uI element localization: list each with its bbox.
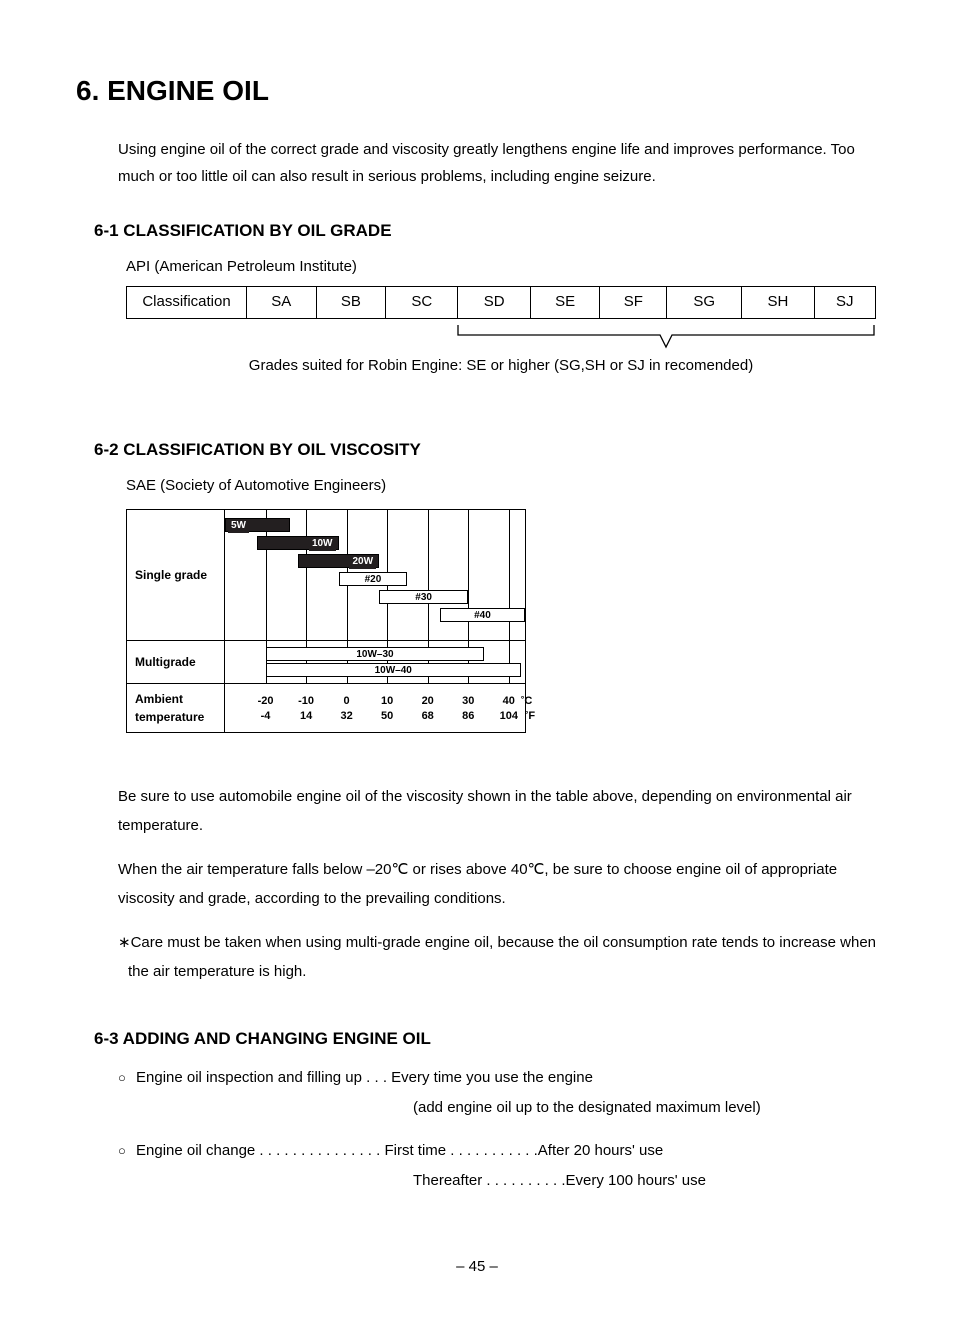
- oil-change-list: ○Engine oil inspection and filling up . …: [118, 1064, 894, 1196]
- grade-bracket: [126, 325, 876, 353]
- oil-grade-bar: #20: [339, 572, 408, 586]
- classification-table: ClassificationSASBSCSDSESFSGSHSJ: [126, 286, 876, 319]
- classification-cell: SF: [600, 287, 667, 319]
- oil-grade-bar: #40: [440, 608, 525, 622]
- classification-cell: SG: [667, 287, 742, 319]
- classification-cell: SJ: [814, 287, 875, 319]
- classification-cell: SB: [316, 287, 386, 319]
- oil-grade-bar: #30: [379, 590, 468, 604]
- viscosity-chart: Single grade 5W 10W 20W #20 #30 #40 Multigrad…: [126, 509, 894, 733]
- oil-grade-bar: 10W–30: [266, 647, 485, 661]
- oil-grade-bar: 10W: [257, 536, 338, 550]
- page-number: – 45 –: [60, 1256, 894, 1279]
- classification-cell: SH: [742, 287, 814, 319]
- classification-cell: SA: [247, 287, 317, 319]
- oil-grade-bar: 10W–40: [266, 663, 521, 677]
- viscosity-note: ∗Care must be taken when using multi-gra…: [118, 929, 894, 986]
- api-label: API (American Petroleum Institute): [126, 256, 894, 279]
- classification-cell: SE: [530, 287, 600, 319]
- sae-label: SAE (Society of Automotive Engineers): [126, 475, 894, 498]
- grade-note: Grades suited for Robin Engine: SE or hi…: [126, 355, 876, 378]
- ambient-temp-label: Ambient temperature: [127, 684, 225, 733]
- intro-paragraph: Using engine oil of the correct grade an…: [118, 136, 894, 190]
- multigrade-label: Multigrade: [127, 641, 225, 684]
- classification-cell: SC: [386, 287, 458, 319]
- single-grade-label: Single grade: [127, 510, 225, 641]
- oil-grade-bar: 5W: [225, 518, 290, 532]
- classification-cell-label: Classification: [127, 287, 247, 319]
- oil-grade-bar: 20W: [298, 554, 379, 568]
- section-6-2-heading: 6-2 CLASSIFICATION BY OIL VISCOSITY: [94, 437, 894, 463]
- page-title: 6. ENGINE OIL: [76, 70, 894, 112]
- classification-cell: SD: [458, 287, 530, 319]
- section-6-3-heading: 6-3 ADDING AND CHANGING ENGINE OIL: [94, 1026, 894, 1052]
- section-6-1-heading: 6-1 CLASSIFICATION BY OIL GRADE: [94, 218, 894, 244]
- viscosity-para-1: Be sure to use automobile engine oil of …: [118, 783, 894, 840]
- viscosity-para-2: When the air temperature falls below –20…: [118, 856, 894, 913]
